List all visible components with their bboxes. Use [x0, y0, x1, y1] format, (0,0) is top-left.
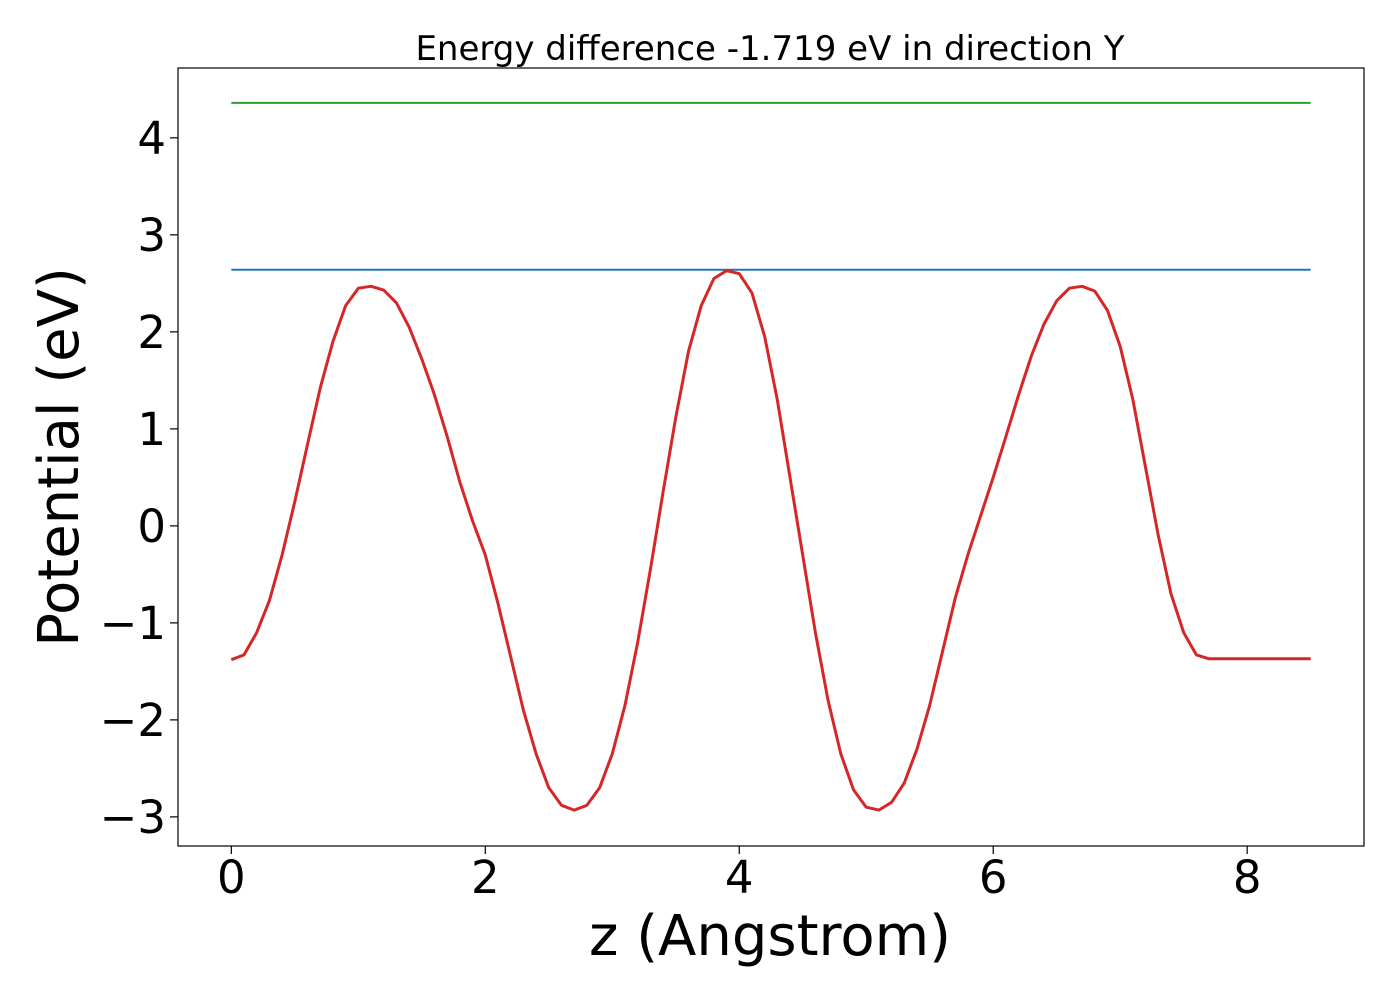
y-axis-label: Potential (eV)	[27, 267, 92, 647]
x-tick-label: 6	[979, 851, 1008, 904]
series-line-3	[230, 269, 1311, 812]
x-tick-label: 2	[471, 851, 500, 904]
x-tick-label: 4	[725, 851, 754, 904]
x-axis-label: z (Angstrom)	[589, 904, 951, 969]
y-tick-label: 0	[137, 500, 166, 553]
y-tick-label: 3	[137, 209, 166, 262]
y-tick-label: −1	[100, 597, 166, 650]
y-tick-label: 2	[137, 306, 166, 359]
x-tick-label: 8	[1233, 851, 1262, 904]
x-tick-label: 0	[217, 851, 246, 904]
y-tick-label: 4	[137, 112, 166, 165]
chart-title: Energy difference -1.719 eV in direction…	[415, 29, 1124, 69]
plot-frame	[177, 67, 1365, 847]
y-tick-label: −3	[100, 791, 166, 844]
y-tick-label: −2	[100, 694, 166, 747]
y-tick-label: 1	[137, 403, 166, 456]
x-axis-ticks: 0 2 4 6 8	[217, 846, 1261, 904]
y-axis-ticks: −3 −2 −1 0 1 2 3 4	[100, 112, 178, 844]
plot-content	[230, 101, 1311, 812]
